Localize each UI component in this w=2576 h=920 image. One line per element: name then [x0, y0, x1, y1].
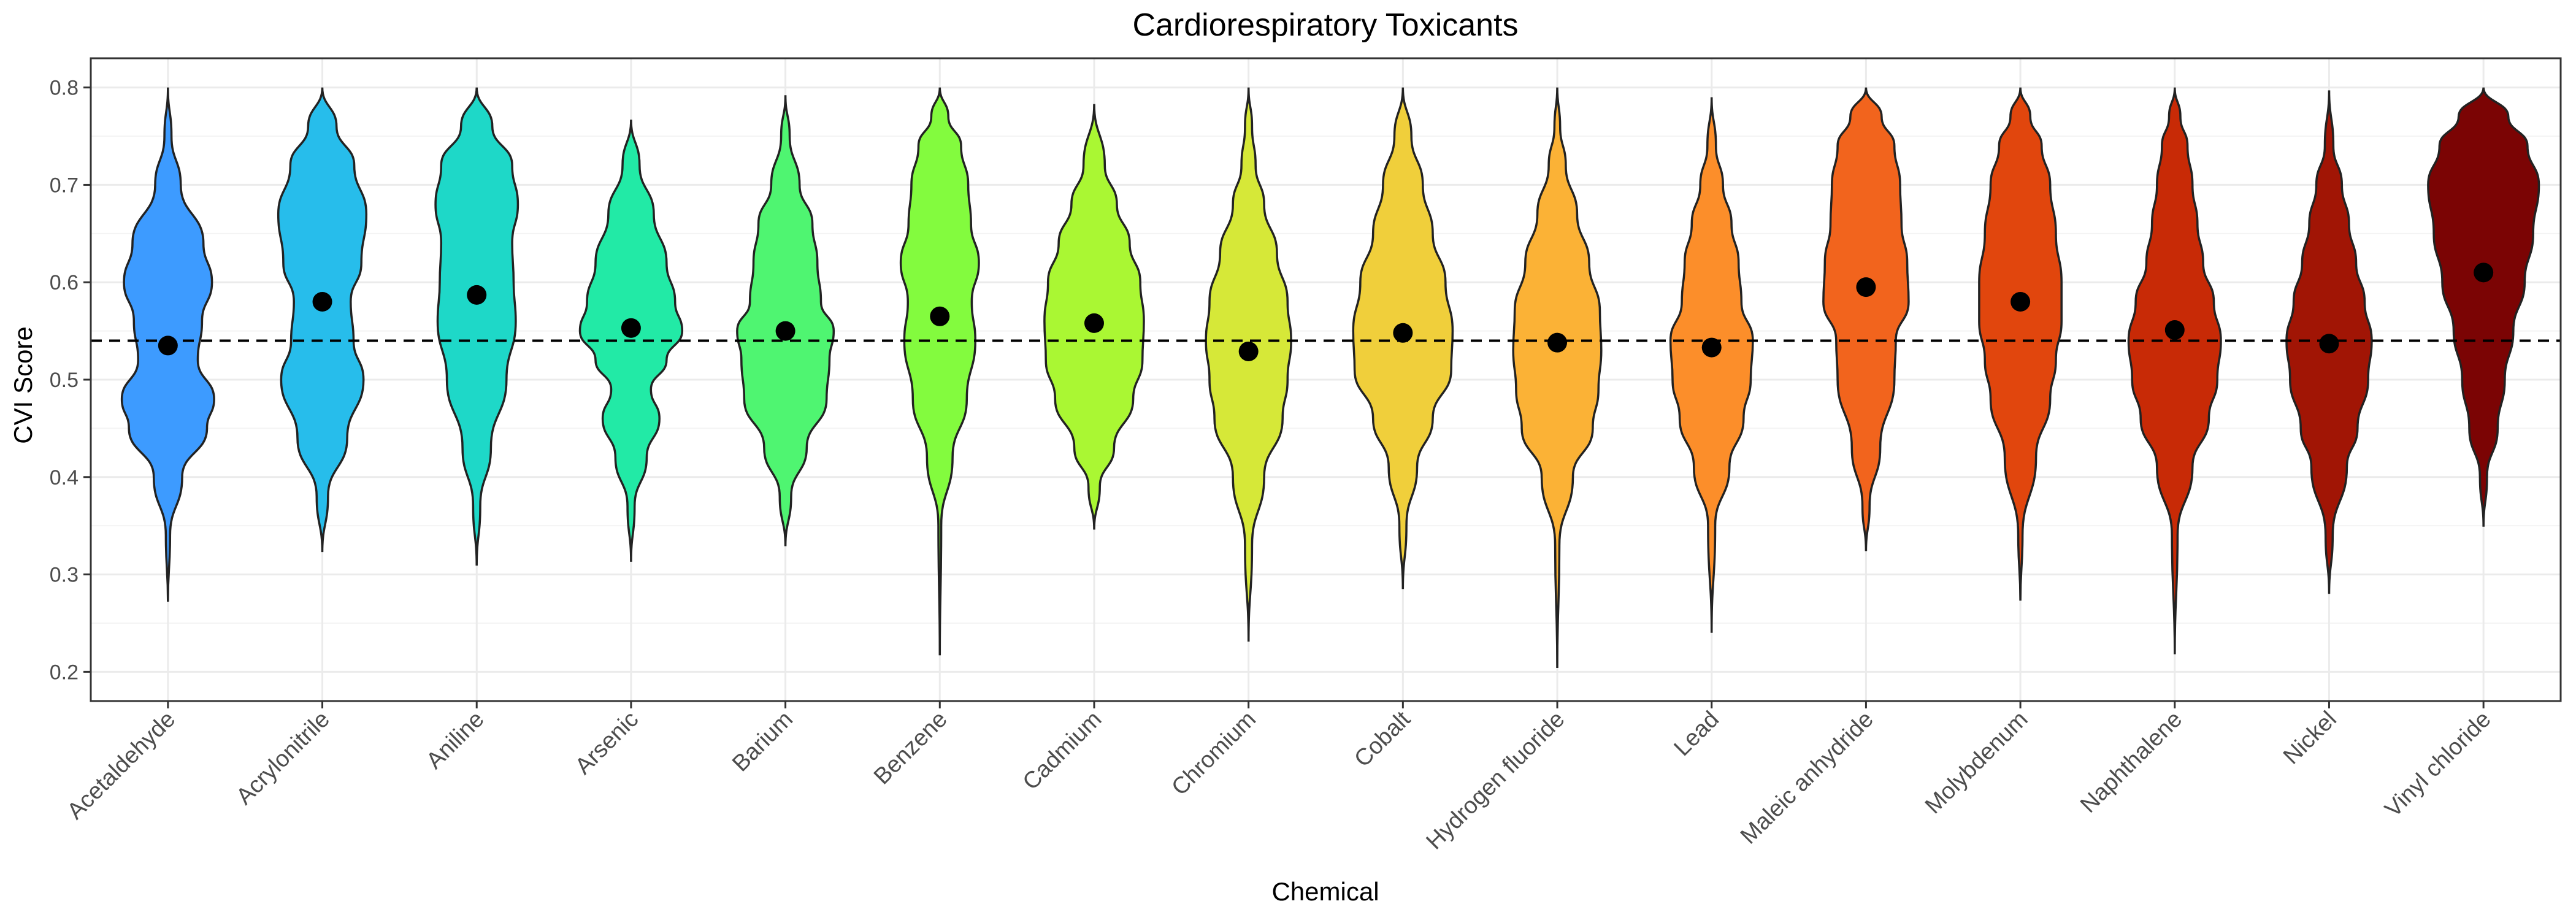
violin-maleic-anhydride — [1822, 87, 1910, 551]
mean-point-chromium — [1238, 341, 1259, 361]
x-tick-label: Benzene — [869, 707, 953, 790]
mean-point-arsenic — [621, 318, 641, 338]
mean-point-cobalt — [1393, 323, 1413, 343]
violin-molybdenum — [1978, 87, 2063, 601]
violin-acrylonitrile — [277, 87, 368, 553]
y-axis-title: CVI Score — [9, 326, 37, 443]
violin-lead — [1669, 97, 1754, 633]
chart-title: Cardiorespiratory Toxicants — [1132, 7, 1518, 43]
mean-point-acrylonitrile — [312, 291, 332, 312]
x-tick-label: Chromium — [1167, 707, 1261, 801]
mean-point-hydrogen-fluoride — [1547, 332, 1568, 353]
violin-hydrogen-fluoride — [1512, 87, 1603, 669]
x-tick-label: Acetaldehyde — [63, 707, 181, 825]
mean-point-maleic-anhydride — [1856, 277, 1876, 297]
x-tick-label: Nickel — [2279, 707, 2342, 770]
y-tick-label: 0.4 — [50, 466, 79, 489]
mean-point-molybdenum — [2011, 291, 2031, 312]
x-tick-label: Arsenic — [570, 707, 643, 780]
mean-point-vinyl-chloride — [2474, 263, 2494, 283]
x-tick-label: Acrylonitrile — [231, 707, 335, 810]
mean-point-nickel — [2319, 334, 2339, 354]
x-tick-label: Cadmium — [1018, 707, 1107, 795]
violin-naphthalene — [2127, 87, 2222, 654]
mean-point-benzene — [930, 306, 950, 326]
x-tick-label: Barium — [727, 707, 798, 777]
violin-aniline — [434, 87, 519, 566]
violin-chromium — [1205, 87, 1292, 642]
x-axis-title: Chemical — [1271, 877, 1379, 906]
y-tick-label: 0.5 — [50, 369, 79, 392]
y-tick-label: 0.2 — [50, 661, 79, 684]
x-tick-label: Maleic anhydride — [1736, 707, 1879, 849]
y-tick-label: 0.7 — [50, 174, 79, 197]
y-tick-label: 0.8 — [50, 77, 79, 100]
x-tick-label: Molybdenum — [1920, 707, 2033, 819]
x-tick-label: Cobalt — [1349, 706, 1416, 772]
mean-point-lead — [1701, 337, 1722, 358]
x-tick-label: Naphthalene — [2076, 707, 2187, 818]
x-tick-label: Hydrogen fluoride — [1422, 707, 1570, 855]
y-tick-label: 0.6 — [50, 271, 79, 294]
mean-point-aniline — [467, 285, 487, 305]
x-tick-label: Lead — [1669, 707, 1724, 761]
y-axis: 0.2 0.3 0.4 0.5 0.6 0.7 0.8 — [50, 77, 91, 684]
mean-point-acetaldehyde — [158, 335, 178, 356]
mean-point-naphthalene — [2164, 320, 2185, 340]
violin-benzene — [899, 87, 980, 656]
mean-point-cadmium — [1084, 313, 1104, 333]
violin-vinyl-chloride — [2427, 87, 2540, 527]
x-axis: Acetaldehyde Acrylonitrile Aniline Arsenic B… — [63, 701, 2496, 854]
mean-point-barium — [775, 321, 795, 341]
y-tick-label: 0.3 — [50, 564, 79, 587]
violin-barium — [736, 95, 835, 546]
x-tick-label: Aniline — [421, 707, 489, 774]
x-tick-label: Vinyl chloride — [2380, 707, 2496, 822]
